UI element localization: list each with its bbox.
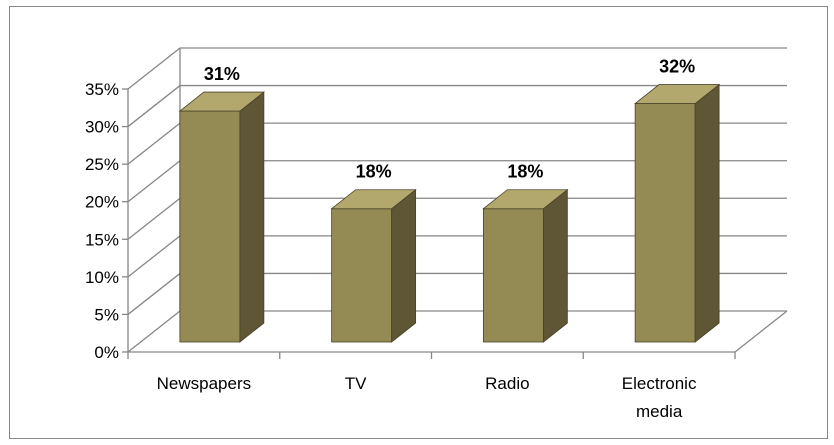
- data-label-1: 18%: [356, 162, 392, 182]
- wall-diagonal-1: [127, 272, 181, 315]
- y-tick-label-6: 30%: [85, 118, 119, 137]
- wall-diagonal-2: [127, 235, 181, 278]
- x-category-label-1: TV: [345, 374, 367, 393]
- data-label-0: 31%: [204, 64, 240, 84]
- y-tick-label-5: 25%: [85, 155, 119, 174]
- bar-top-2: [482, 189, 569, 210]
- y-tick-label-1: 5%: [94, 305, 119, 324]
- y-tick-label-4: 20%: [85, 193, 119, 212]
- data-label-2: 18%: [507, 162, 543, 182]
- wall-diagonal-6: [127, 85, 181, 128]
- wall-diagonal-5: [127, 122, 181, 165]
- y-tick-label-3: 15%: [85, 230, 119, 249]
- wall-diagonal-3: [127, 197, 181, 240]
- y-tick-label-2: 10%: [85, 268, 119, 287]
- bar-side-1: [391, 188, 417, 343]
- bar-front-2: [482, 208, 544, 343]
- x-category-label-0: Newspapers: [157, 374, 252, 393]
- floor-right-edge: [734, 310, 788, 353]
- x-category-label-3-line-0: Electronic: [622, 374, 697, 393]
- bar-side-3: [694, 83, 720, 343]
- bar-side-0: [239, 91, 265, 343]
- bar-top-3: [633, 84, 721, 104]
- bar-front-1: [331, 208, 393, 343]
- bar-top-1: [330, 189, 417, 210]
- wall-diagonal-4: [127, 160, 181, 203]
- bar-front-0: [179, 110, 241, 343]
- y-tick-label-0: 0%: [94, 343, 119, 362]
- x-category-label-3-line-1: media: [636, 402, 683, 421]
- data-label-3: 32%: [659, 57, 695, 77]
- y-tick-label-7: 35%: [85, 80, 119, 99]
- bar-top-0: [178, 91, 266, 112]
- bar-side-2: [542, 188, 568, 343]
- bar-front-3: [634, 103, 696, 343]
- wall-diagonal-0: [127, 310, 181, 353]
- wall-diagonal-7: [127, 47, 181, 90]
- x-category-label-2: Radio: [485, 374, 529, 393]
